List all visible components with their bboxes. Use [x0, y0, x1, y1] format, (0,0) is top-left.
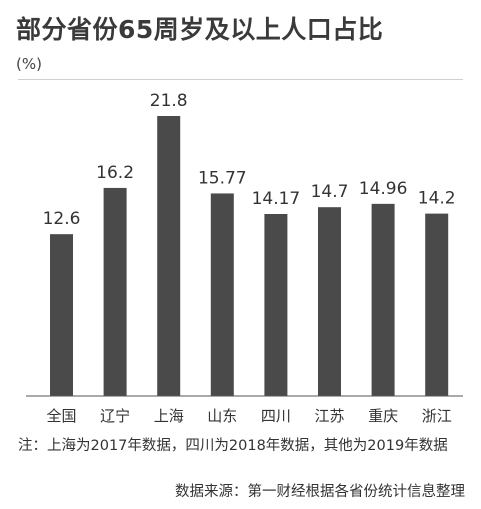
category-label: 江苏: [314, 407, 344, 425]
footnote: 注：上海为2017年数据，四川为2018年数据，其他为2019年数据: [18, 438, 448, 454]
value-label: 15.77: [198, 168, 247, 188]
bar-四川: [264, 214, 288, 396]
value-label: 21.8: [150, 91, 188, 111]
bar-全国: [50, 234, 73, 396]
bar-江苏: [318, 207, 341, 396]
category-label: 浙江: [422, 407, 452, 425]
bar-山东: [210, 193, 234, 396]
bar-重庆: [371, 203, 395, 396]
chart-title: 部分省份65周岁及以上人口占比: [16, 15, 384, 44]
title-divider: [18, 79, 463, 80]
bar-浙江: [425, 213, 449, 396]
category-label: 辽宁: [100, 407, 130, 425]
value-label: 14.17: [252, 189, 301, 209]
category-label: 全国: [46, 407, 76, 425]
category-label: 四川: [261, 407, 291, 425]
category-label: 山东: [207, 407, 237, 425]
category-label: 上海: [154, 407, 184, 425]
value-label: 14.96: [359, 179, 408, 199]
bar-辽宁: [103, 187, 127, 396]
value-label: 16.2: [96, 163, 134, 183]
source-credit: 数据来源：第一财经根据各省份统计信息整理: [175, 484, 465, 500]
unit-label: (%): [16, 55, 42, 73]
value-label: 14.2: [418, 189, 456, 209]
category-label: 重庆: [368, 407, 398, 425]
bar-上海: [157, 116, 181, 396]
bars-group: [50, 116, 449, 396]
x-axis-labels: 全国 辽宁 上海 山东 四川 江苏 重庆 浙江: [46, 407, 451, 425]
value-label: 12.6: [43, 209, 81, 229]
value-label: 14.7: [311, 182, 349, 202]
